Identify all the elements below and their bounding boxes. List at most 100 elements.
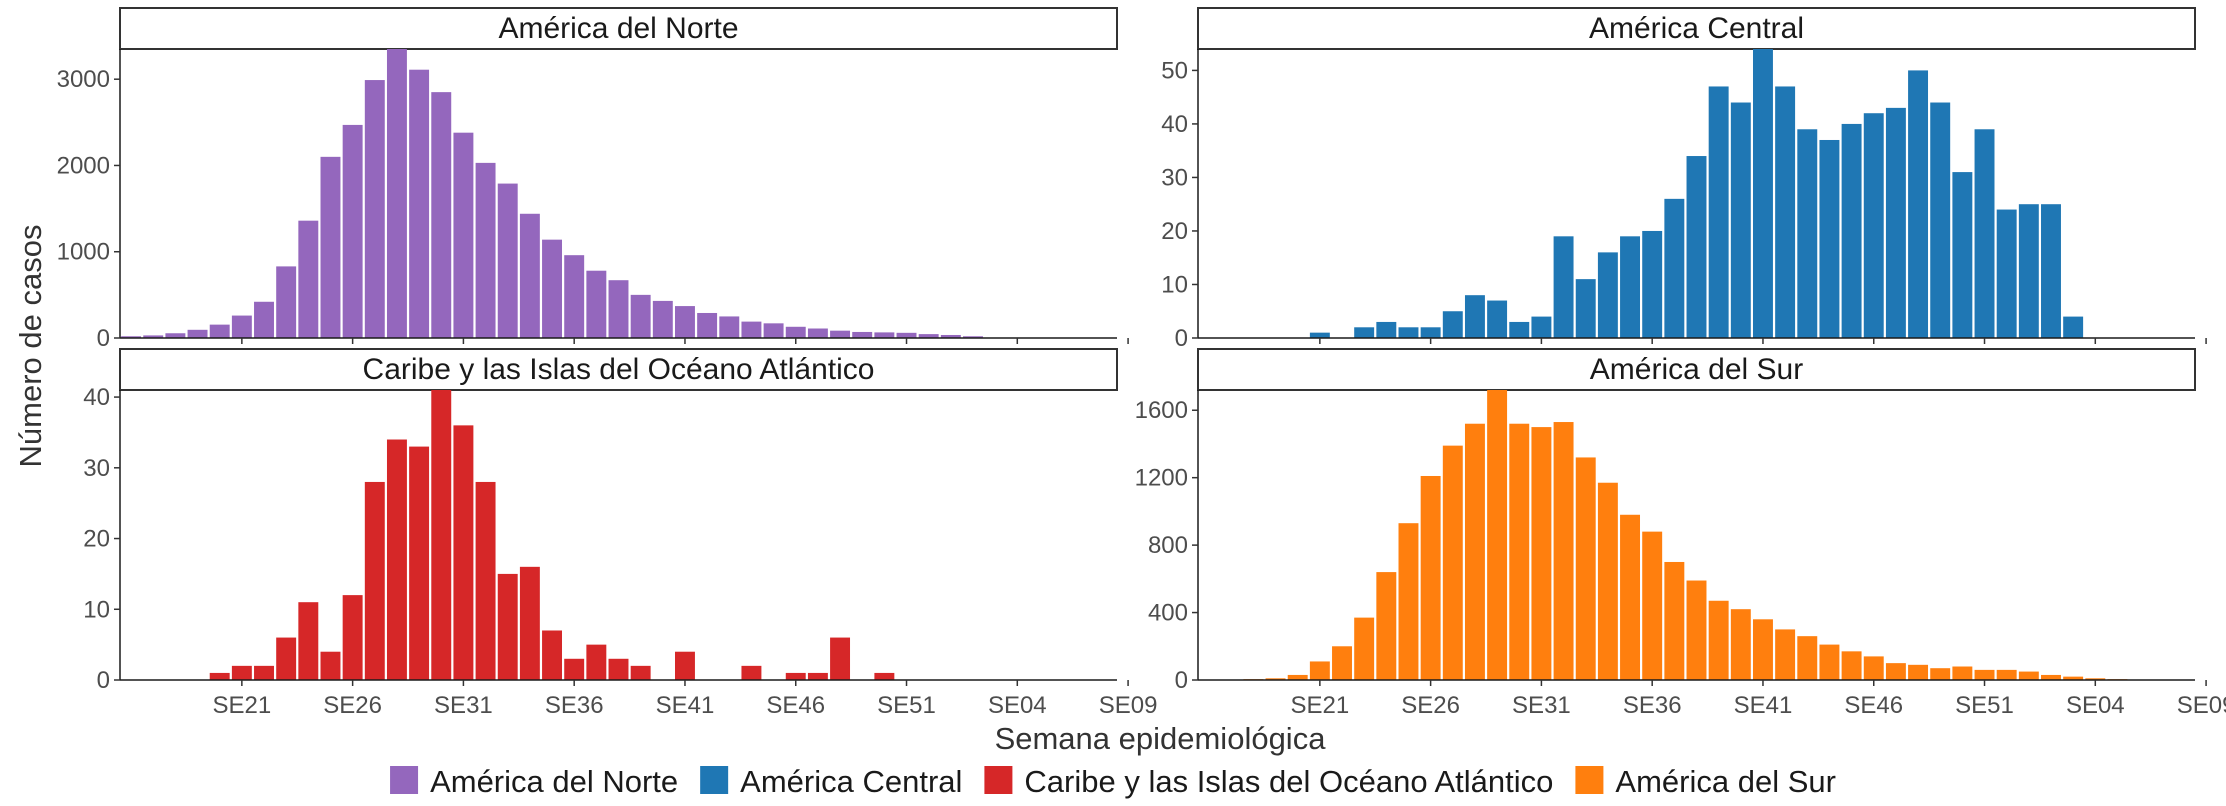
bar: [1531, 316, 1552, 338]
x-tick-label: SE51: [1955, 692, 2014, 719]
bar: [497, 573, 518, 680]
bar: [542, 630, 563, 680]
bar: [1575, 279, 1596, 338]
legend-label: Caribe y las Islas del Océano Atlántico: [1024, 764, 1553, 799]
y-tick-label: 2000: [57, 152, 110, 179]
facet-panel: América del Sur 0 400 800 1200 1600 SE21 SE26 SE…: [1135, 348, 2226, 719]
facet-strip: [119, 7, 1118, 50]
x-axis-title: Semana epidemiológica: [995, 721, 1327, 756]
bar: [276, 266, 297, 338]
legend-item: América Central: [700, 764, 962, 799]
bar: [1287, 674, 1308, 680]
y-tick-label: 1200: [1135, 465, 1188, 492]
bar: [1819, 644, 1840, 680]
y-tick-label: 1600: [1135, 397, 1188, 424]
facet-title: Caribe y las Islas del Océano Atlántico: [363, 353, 875, 386]
bar: [1620, 514, 1641, 680]
bar: [1841, 123, 1862, 338]
bar: [298, 602, 319, 680]
facet-panel: América Central 0 10 20 30 40 50: [1161, 7, 2207, 352]
bar: [453, 425, 474, 680]
bar: [1863, 656, 1884, 680]
y-tick-label: 40: [1161, 111, 1188, 138]
bar: [364, 80, 385, 339]
bar: [342, 124, 363, 339]
bar: [1930, 668, 1951, 680]
bar: [630, 294, 651, 338]
bar: [608, 280, 629, 338]
x-tick-label: SE46: [1844, 692, 1903, 719]
bar: [608, 658, 629, 680]
bar: [2018, 671, 2039, 680]
bar: [1642, 531, 1663, 680]
y-tick-label: 0: [97, 325, 110, 352]
bar: [1442, 445, 1463, 680]
bar: [1464, 423, 1485, 680]
y-tick-label: 10: [83, 596, 110, 623]
bar: [1664, 561, 1685, 680]
y-tick-label: 800: [1148, 532, 1188, 559]
bar: [231, 315, 252, 338]
x-tick-label: SE46: [766, 692, 825, 719]
x-tick-label: SE26: [1401, 692, 1460, 719]
y-tick-label: 0: [1175, 667, 1188, 694]
x-tick-label: SE31: [434, 692, 493, 719]
legend-swatch: [1575, 766, 1604, 794]
bar: [1464, 295, 1485, 338]
bar: [209, 324, 230, 338]
legend-swatch: [700, 766, 729, 794]
y-tick-label: 20: [83, 526, 110, 553]
facet-title: América del Norte: [498, 12, 738, 45]
bar: [320, 156, 341, 338]
y-tick-label: 400: [1148, 600, 1188, 627]
y-tick-label: 0: [1175, 325, 1188, 352]
bar: [1686, 580, 1707, 680]
bar: [2041, 674, 2061, 680]
bar: [1996, 209, 2017, 338]
bar: [1996, 669, 2017, 680]
bar: [586, 644, 607, 680]
bar: [431, 390, 452, 680]
bar: [1265, 678, 1286, 680]
bar: [453, 132, 474, 338]
bar: [1309, 332, 1330, 338]
facet-strip: [1197, 348, 2196, 391]
bar: [1752, 49, 1773, 338]
x-tick-label: SE31: [1512, 692, 1571, 719]
bar: [254, 301, 274, 338]
x-tick-label: SE41: [1734, 692, 1793, 719]
bar: [2085, 678, 2106, 680]
legend-item: Caribe y las Islas del Océano Atlántico: [984, 764, 1553, 799]
bar: [1730, 102, 1751, 338]
bar: [830, 637, 851, 680]
bar: [475, 162, 496, 338]
bar: [896, 332, 917, 338]
bar: [674, 651, 695, 680]
bar: [1354, 617, 1375, 680]
bar: [409, 446, 430, 680]
bar: [298, 220, 319, 338]
bar: [143, 335, 164, 338]
bar: [1332, 646, 1352, 680]
bar: [1398, 327, 1419, 338]
bar: [364, 481, 385, 680]
legend: América del Norte América Central Caribe y…: [390, 764, 1836, 799]
legend-label: América Central: [740, 764, 962, 799]
bar: [2018, 204, 2039, 338]
bar: [1908, 70, 1929, 338]
x-tick-label: SE36: [1623, 692, 1682, 719]
bar: [1952, 666, 1973, 680]
bar: [1885, 107, 1906, 339]
bar: [2041, 204, 2061, 338]
y-tick-label: 20: [1161, 218, 1188, 245]
bar: [497, 183, 518, 338]
facet-panel: América del Norte 0 1000 2000 3000: [57, 7, 1129, 352]
bar: [1708, 600, 1729, 680]
bar: [564, 658, 585, 680]
bar: [342, 595, 363, 680]
bar: [1797, 636, 1818, 680]
x-tick-label: SE21: [212, 692, 271, 719]
x-tick-label: SE26: [323, 692, 382, 719]
